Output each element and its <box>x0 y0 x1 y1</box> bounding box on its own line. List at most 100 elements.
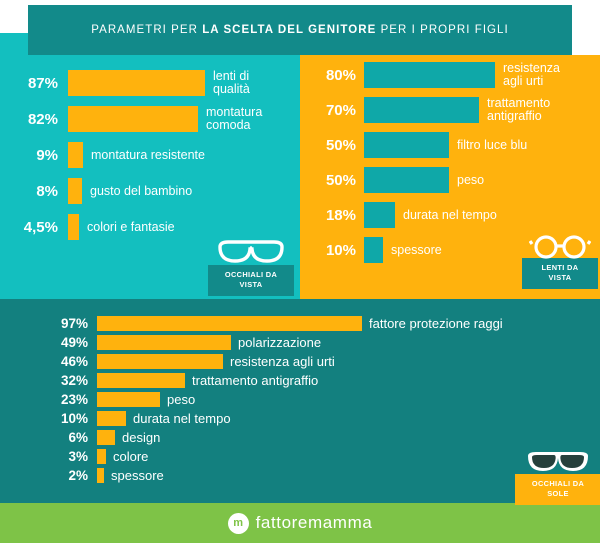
bar <box>97 468 104 483</box>
bar-category-label: lenti di qualità <box>213 69 250 96</box>
chart-row: 3% colore <box>0 449 600 464</box>
bar-value-label: 10% <box>60 411 88 426</box>
bar-value-label: 97% <box>60 316 88 331</box>
bar-value-label: 70% <box>325 101 356 119</box>
badge-occhiali-da-vista: OCCHIALI DA VISTA <box>208 239 294 296</box>
bar-value-label: 50% <box>325 171 356 189</box>
badge-lenti-da-vista-label: LENTI DA VISTA <box>522 258 598 289</box>
chart-row: 6% design <box>0 430 600 445</box>
bar-category-label: durata nel tempo <box>403 207 497 222</box>
bar <box>97 411 126 426</box>
bar <box>68 70 205 96</box>
bar-value-label: 9% <box>36 146 58 164</box>
bar-value-label: 46% <box>60 354 88 369</box>
bar-category-label: colori e fantasie <box>87 219 175 234</box>
page-title-prefix: PARAMETRI PER <box>91 24 203 36</box>
bar-category-label: montatura resistente <box>91 147 205 162</box>
footer-logo: m fattoremamma <box>0 503 600 543</box>
bar-category-label: resistenza agli urti <box>230 353 335 369</box>
badge-occhiali-da-sole: OCCHIALI DA SOLE <box>515 450 600 505</box>
bar <box>97 449 106 464</box>
bar-category-label: trattamento antigraffio <box>192 372 319 388</box>
badge-lenti-da-vista: LENTI DA VISTA <box>522 234 598 289</box>
eyeglasses-icon <box>218 240 284 263</box>
bar-value-label: 80% <box>325 66 356 84</box>
bar <box>97 373 185 388</box>
bar-value-label: 4,5% <box>23 218 58 236</box>
chart-occhiali-da-sole: 97% fattore protezione raggi 49% polarizzaz… <box>0 316 600 487</box>
footer-bar <box>0 503 600 543</box>
bar-value-label: 2% <box>68 468 88 483</box>
badge-occhiali-da-sole-label: OCCHIALI DA SOLE <box>515 474 600 505</box>
chart-row: 82% montatura comoda <box>0 106 300 132</box>
bar-category-label: spessore <box>111 467 164 483</box>
bar-value-label: 50% <box>325 136 356 154</box>
chart-row: 10% durata nel tempo <box>0 411 600 426</box>
bar-value-label: 3% <box>68 449 88 464</box>
bar-category-label: colore <box>113 448 149 464</box>
bar <box>68 178 82 204</box>
chart-row: 2% spessore <box>0 468 600 483</box>
bar <box>364 97 479 123</box>
chart-row: 32% trattamento antigraffio <box>0 373 600 388</box>
bar-category-label: design <box>122 429 161 445</box>
bar-value-label: 82% <box>27 110 58 128</box>
chart-row: 8% gusto del bambino <box>0 178 300 204</box>
bar-value-label: 8% <box>36 182 58 200</box>
sunglasses-icon <box>528 452 588 471</box>
bar <box>97 354 223 369</box>
logo-text: fattoremamma <box>255 513 373 532</box>
chart-row: 10% spessore <box>300 237 600 263</box>
bar <box>364 132 449 158</box>
bar-value-label: 18% <box>325 206 356 224</box>
header-title-bar: PARAMETRI PER LA SCELTA DEL GENITORE PER… <box>28 5 572 55</box>
logo-mark: m <box>227 512 249 534</box>
bar <box>68 106 198 132</box>
chart-row: 97% fattore protezione raggi <box>0 316 600 331</box>
bar-category-label: fattore protezione raggi <box>369 315 503 331</box>
bar-category-label: spessore <box>391 242 442 257</box>
chart-row: 18% durata nel tempo <box>300 202 600 228</box>
bar <box>364 62 495 88</box>
bar-category-label: filtro luce blu <box>457 137 528 152</box>
bar-category-label: trattamento antigraffio <box>487 96 551 123</box>
page-title-suffix: PER I PROPRI FIGLI <box>376 24 509 36</box>
chart-row: 49% polarizzazione <box>0 335 600 350</box>
page-title: PARAMETRI PER LA SCELTA DEL GENITORE PER… <box>91 24 509 36</box>
bar-value-label: 87% <box>27 74 58 92</box>
chart-row: 46% resistenza agli urti <box>0 354 600 369</box>
chart-occhiali-da-vista: 87% lenti di qualità 82% montatura comoda 9%… <box>0 70 300 250</box>
bar-value-label: 6% <box>68 430 88 445</box>
chart-row: 50% filtro luce blu <box>300 132 600 158</box>
chart-row: 87% lenti di qualità <box>0 70 300 96</box>
bar-value-label: 49% <box>60 335 88 350</box>
bar <box>364 167 449 193</box>
page-title-emphasis: LA SCELTA DEL GENITORE <box>202 24 377 36</box>
chart-row: 9% montatura resistente <box>0 142 300 168</box>
chart-row: 50% peso <box>300 167 600 193</box>
bar-value-label: 32% <box>60 373 88 388</box>
bar-category-label: resistenza agli urti <box>503 61 560 88</box>
bar-value-label: 23% <box>60 392 88 407</box>
bar <box>68 214 79 240</box>
bar <box>97 392 160 407</box>
round-eyeglasses-icon <box>529 235 591 259</box>
bar <box>364 202 395 228</box>
bar <box>97 430 115 445</box>
chart-lenti-da-vista: 80% resistenza agli urti 70% trattamento an… <box>300 62 600 272</box>
chart-row: 70% trattamento antigraffio <box>300 97 600 123</box>
bar-value-label: 10% <box>325 241 356 259</box>
bar-category-label: durata nel tempo <box>133 410 231 426</box>
bar <box>97 335 231 350</box>
chart-row: 80% resistenza agli urti <box>300 62 600 88</box>
bar <box>364 237 383 263</box>
bar <box>68 142 83 168</box>
chart-row: 4,5% colori e fantasie <box>0 214 300 240</box>
bar-category-label: montatura comoda <box>206 105 263 132</box>
bar-category-label: peso <box>457 172 485 187</box>
bar <box>97 316 362 331</box>
bar-category-label: peso <box>167 391 196 407</box>
bar-category-label: polarizzazione <box>238 334 322 350</box>
badge-occhiali-da-vista-label: OCCHIALI DA VISTA <box>208 265 294 296</box>
